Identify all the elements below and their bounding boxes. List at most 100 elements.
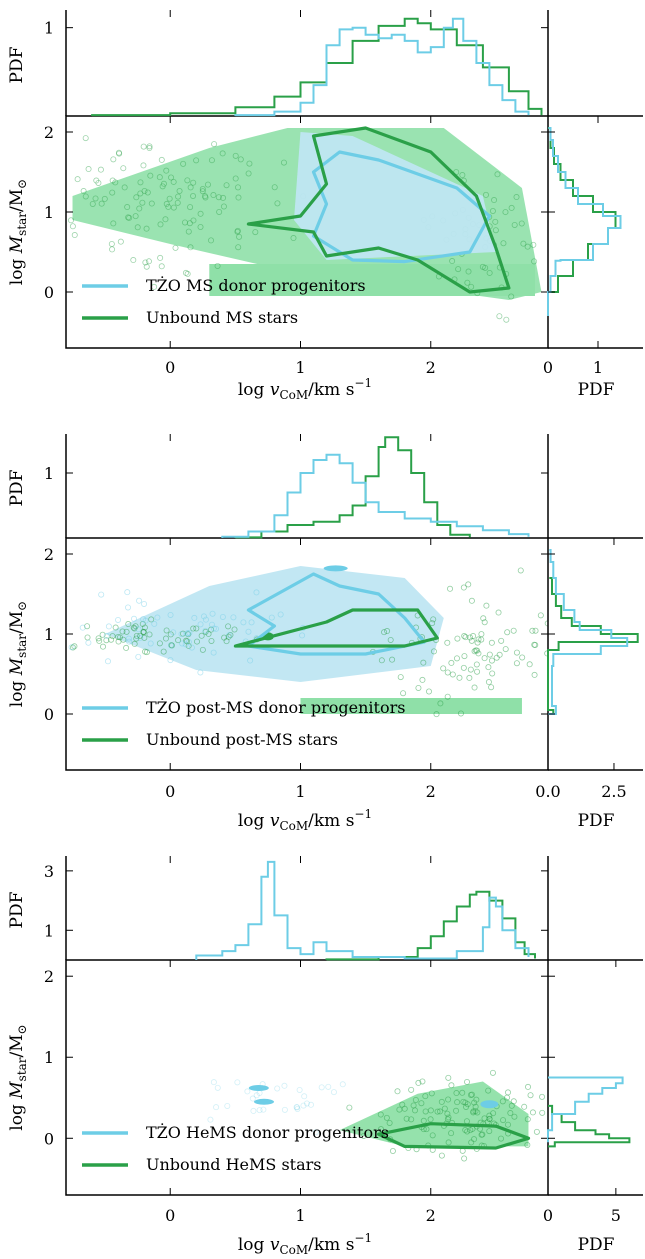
- scatter-point: [231, 626, 238, 633]
- scatter-point: [468, 1091, 475, 1098]
- scatter-point: [293, 1104, 300, 1111]
- scatter-point: [194, 638, 201, 645]
- top-hist-y-tick-label: 1: [44, 464, 54, 483]
- scatter-point: [455, 266, 462, 273]
- scatter-point: [187, 244, 194, 251]
- scatter-point: [383, 1114, 390, 1121]
- scatter-point: [184, 270, 191, 277]
- scatter-point: [438, 1098, 445, 1105]
- scatter-point: [252, 229, 259, 236]
- scatter-point: [185, 639, 192, 646]
- scatter-point: [360, 1132, 367, 1139]
- scatter-point: [175, 193, 182, 200]
- scatter-point: [281, 1082, 288, 1089]
- scatter-point: [108, 636, 115, 643]
- scatter-point: [234, 227, 241, 234]
- scatter-point: [136, 205, 143, 212]
- right-hist-frame: [548, 959, 643, 1196]
- scatter-point: [185, 642, 192, 649]
- scatter-point: [531, 671, 538, 678]
- scatter-point: [303, 1100, 310, 1107]
- scatter-point: [438, 1152, 445, 1159]
- right-hist-frame: [548, 537, 643, 771]
- scatter-point: [532, 627, 539, 634]
- scatter-point: [437, 700, 444, 707]
- scatter-point: [530, 241, 537, 248]
- scatter-point: [486, 1128, 493, 1135]
- scatter-point: [109, 177, 116, 184]
- scatter-point: [453, 1090, 460, 1097]
- scatter-point: [245, 170, 252, 177]
- top-hist-ylabel: PDF: [7, 469, 27, 506]
- legend-label-unbound: Unbound post-MS stars: [146, 730, 338, 749]
- scatter-point: [49, 159, 54, 164]
- scatter-point: [464, 279, 471, 286]
- scatter-point: [170, 629, 177, 636]
- scatter-point: [133, 635, 140, 642]
- scatter-point: [199, 188, 206, 195]
- scatter-point: [408, 1086, 415, 1093]
- scatter-point: [496, 651, 503, 658]
- top-hist-tzo: [234, 17, 530, 117]
- scatter-point: [489, 670, 496, 677]
- scatter-point: [502, 209, 509, 216]
- scatter-point: [185, 228, 192, 235]
- scatter-point: [498, 1135, 505, 1142]
- scatter-point: [82, 193, 89, 200]
- scatter-point: [184, 630, 191, 637]
- y-tick-label: 0: [44, 705, 54, 724]
- scatter-point: [225, 633, 232, 640]
- scatter-point: [141, 600, 148, 607]
- scatter-point: [248, 619, 255, 626]
- y-axis-label: log Mstar/M⊙: [7, 179, 29, 285]
- scatter-point: [68, 217, 75, 224]
- scatter-point: [436, 1108, 443, 1115]
- scatter-point: [227, 632, 234, 639]
- scatter-point: [485, 664, 492, 671]
- scatter-point: [498, 637, 505, 644]
- scatter-point: [184, 177, 191, 184]
- scatter-point: [294, 1104, 301, 1111]
- scatter-point: [178, 630, 185, 637]
- scatter-point: [202, 628, 209, 635]
- scatter-point: [466, 674, 473, 681]
- scatter-point: [223, 182, 230, 189]
- y-tick-label: 1: [44, 203, 54, 222]
- scatter-point: [504, 629, 511, 636]
- scatter-point: [202, 193, 209, 200]
- scatter-point: [96, 637, 103, 644]
- top-hist-frame: [65, 856, 549, 960]
- scatter-point: [525, 1083, 532, 1090]
- scatter-point: [131, 615, 138, 622]
- scatter-point: [208, 237, 215, 244]
- scatter-point: [151, 283, 158, 290]
- scatter-point: [489, 1069, 496, 1076]
- scatter-point: [500, 240, 507, 247]
- scatter-point: [159, 183, 166, 190]
- scatter-point: [154, 614, 161, 621]
- scatter-point: [235, 244, 242, 251]
- x-tick-label: 1: [295, 358, 305, 377]
- scatter-point: [562, 630, 567, 635]
- scatter-point: [445, 1096, 452, 1103]
- unbound-contour: [377, 1122, 531, 1150]
- scatter-point: [425, 688, 432, 695]
- scatter-point: [500, 1117, 507, 1124]
- scatter-point: [434, 1108, 441, 1115]
- right-hist-frame: [548, 115, 643, 349]
- scatter-point: [462, 634, 469, 641]
- scatter-point: [325, 1083, 332, 1090]
- scatter-point: [126, 214, 133, 221]
- scatter-point: [68, 644, 75, 651]
- scatter-point: [419, 676, 426, 683]
- scatter-point: [210, 649, 217, 656]
- top-hist-y-tick-label: 1: [44, 921, 54, 940]
- scatter-point: [141, 188, 148, 195]
- scatter-point: [220, 194, 227, 201]
- scatter-point: [531, 258, 538, 265]
- scatter-point: [202, 616, 209, 623]
- scatter-point: [290, 235, 297, 242]
- scatter-point: [148, 200, 155, 207]
- scatter-point: [69, 223, 76, 230]
- scatter-point: [473, 661, 480, 668]
